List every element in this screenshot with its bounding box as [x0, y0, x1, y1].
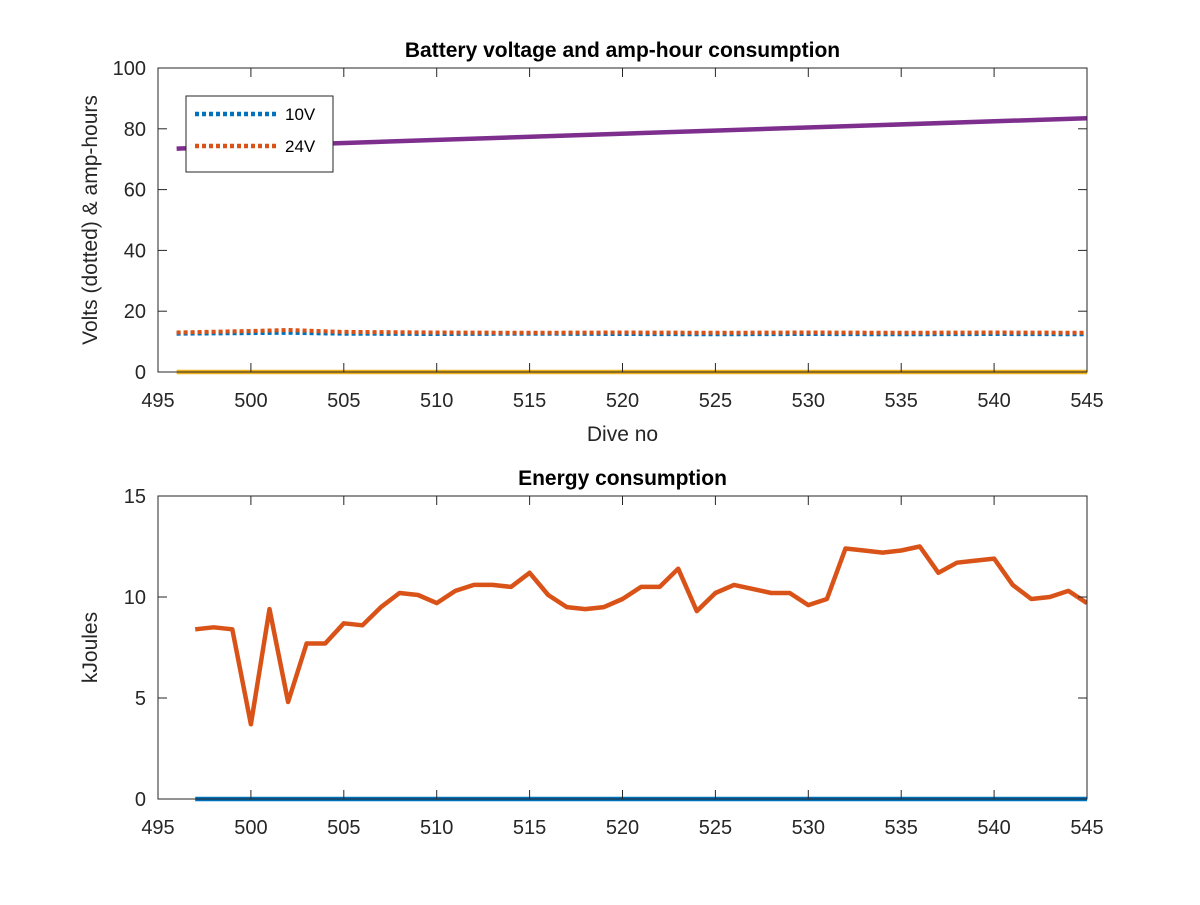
x-axis-label: Dive no — [587, 423, 658, 446]
y-tick-label: 0 — [135, 789, 146, 811]
x-tick-label: 525 — [699, 390, 732, 412]
x-tick-label: 530 — [792, 390, 825, 412]
plot-area — [158, 496, 1087, 799]
y-tick-label: 100 — [113, 58, 146, 80]
x-tick-label: 495 — [141, 390, 174, 412]
x-tick-label: 505 — [327, 390, 360, 412]
chart-1: 495 500 505 510 515 520 525 530 535 540 545 0 20 40 60… — [79, 39, 1104, 446]
x-tick-label: 540 — [977, 817, 1010, 839]
x-tick-label: 545 — [1070, 817, 1103, 839]
x-tick-label: 520 — [606, 390, 639, 412]
x-tick-label: 540 — [977, 390, 1010, 412]
y-axis-label: kJoules — [79, 612, 102, 683]
y-tick-label: 5 — [135, 688, 146, 710]
y-axis-label: Volts (dotted) & amp-hours — [79, 95, 102, 345]
x-tick-label: 525 — [699, 817, 732, 839]
y-tick-label: 10 — [124, 587, 146, 609]
x-tick-label: 505 — [327, 817, 360, 839]
chart-title: Energy consumption — [518, 467, 727, 490]
x-tick-label: 545 — [1070, 390, 1103, 412]
x-tick-label: 535 — [885, 390, 918, 412]
y-tick-label: 20 — [124, 301, 146, 323]
x-tick-label: 515 — [513, 817, 546, 839]
x-tick-label: 530 — [792, 817, 825, 839]
legend: 10V 24V — [185, 95, 334, 173]
chart-title: Battery voltage and amp-hour consumption — [405, 39, 840, 62]
y-tick-label: 15 — [124, 486, 146, 508]
x-tick-label: 495 — [141, 817, 174, 839]
legend-label-10v: 10V — [285, 105, 316, 124]
x-tick-label: 510 — [420, 390, 453, 412]
y-tick-label: 60 — [124, 180, 146, 202]
y-tick-label: 80 — [124, 119, 146, 141]
series-line-2 — [194, 544, 1087, 727]
y-tick-label: 40 — [124, 240, 146, 262]
y-tick-label: 0 — [135, 362, 146, 384]
x-tick-label: 515 — [513, 390, 546, 412]
x-tick-label: 520 — [606, 817, 639, 839]
legend-box — [185, 95, 334, 173]
x-tick-label: 500 — [234, 390, 267, 412]
x-tick-label: 510 — [420, 817, 453, 839]
series-line-24v — [176, 328, 1087, 335]
x-tick-label: 500 — [234, 817, 267, 839]
legend-label-24v: 24V — [285, 137, 316, 156]
chart-2: 495 500 505 510 515 520 525 530 535 540 545051015E… — [79, 467, 1104, 839]
x-tick-label: 535 — [885, 817, 918, 839]
